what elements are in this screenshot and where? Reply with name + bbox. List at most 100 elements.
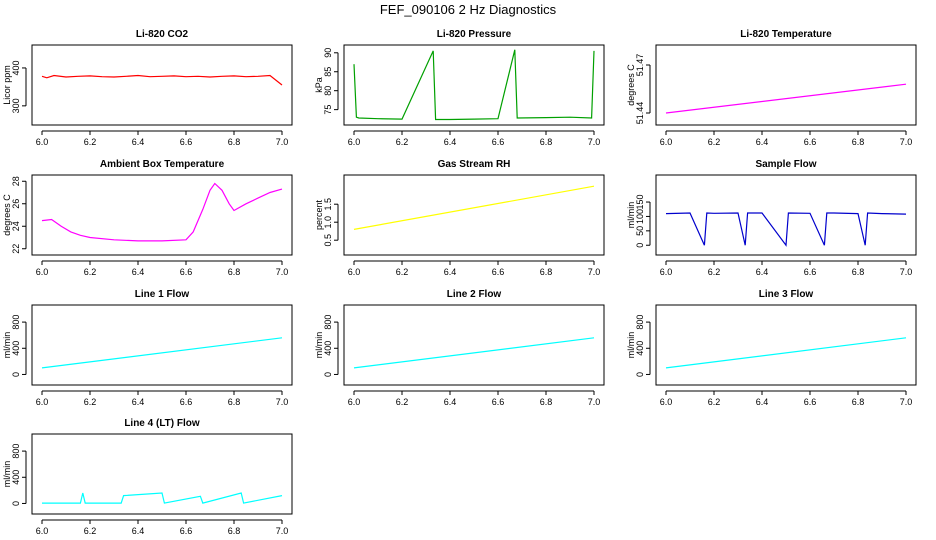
line-4-lt-flow-y-tick-label: 0 bbox=[11, 501, 21, 506]
sample-flow-y-tick-label: 0 bbox=[635, 243, 645, 248]
line-2-flow-x-tick-label: 6.0 bbox=[348, 397, 361, 407]
line-4-lt-flow-title: Line 4 (LT) Flow bbox=[124, 418, 200, 429]
sample-flow-x-tick-label: 6.6 bbox=[804, 267, 817, 277]
line-2-flow-y-tick-label: 400 bbox=[323, 341, 333, 356]
line-1-flow-x-tick-label: 6.0 bbox=[36, 397, 49, 407]
ambient-box-temperature-title: Ambient Box Temperature bbox=[100, 159, 225, 170]
li-820-co2-y-tick-label: 300 bbox=[11, 98, 21, 113]
gas-stream-rh-x-tick-label: 6.6 bbox=[492, 267, 505, 277]
line-3-flow-plot-frame bbox=[655, 304, 917, 386]
line-1-flow-x-tick-label: 7.0 bbox=[276, 397, 289, 407]
li-820-co2-series-line bbox=[41, 74, 283, 86]
line-4-lt-flow-x-tick-label: 6.6 bbox=[180, 526, 193, 536]
line-4-lt-flow-x-tick-label: 6.4 bbox=[132, 526, 145, 536]
li-820-pressure-x-tick-label: 6.6 bbox=[492, 137, 505, 147]
ambient-box-temperature-y-tick-label: 24 bbox=[11, 221, 21, 231]
panel-sample-flow: Sample Flow 6.0 6.2 6.4 6.6 6.8 7.0 0 50 100150ml… bbox=[626, 159, 917, 277]
li-820-pressure-plot-frame bbox=[343, 44, 605, 126]
li-820-temperature-x-tick-label: 7.0 bbox=[900, 137, 913, 147]
ambient-box-temperature-x-tick-label: 6.6 bbox=[180, 267, 193, 277]
line-3-flow-y-tick-label: 0 bbox=[635, 372, 645, 377]
li-820-co2-y-axis-label: Licor ppm bbox=[2, 65, 12, 105]
ambient-box-temperature-x-tick-label: 6.0 bbox=[36, 267, 49, 277]
gas-stream-rh-x-tick-label: 6.0 bbox=[348, 267, 361, 277]
sample-flow-x-tick-label: 6.8 bbox=[852, 267, 865, 277]
gas-stream-rh-x-tick-label: 6.2 bbox=[396, 267, 409, 277]
sample-flow-y-tick-label: 50 bbox=[635, 226, 645, 236]
line-3-flow-x-tick-label: 6.8 bbox=[852, 397, 865, 407]
li-820-pressure-y-axis-label: kPa bbox=[314, 77, 324, 93]
li-820-pressure-x-tick-label: 6.8 bbox=[540, 137, 553, 147]
li-820-temperature-series-line bbox=[665, 83, 907, 114]
line-1-flow-y-tick-label: 800 bbox=[11, 315, 21, 330]
line-2-flow-title: Line 2 Flow bbox=[447, 289, 502, 300]
panel-li-820-pressure: Li-820 Pressure 6.0 6.2 6.4 6.6 6.8 7.0 75 80 85 9… bbox=[314, 29, 605, 147]
li-820-co2-plot-frame bbox=[31, 44, 293, 126]
line-1-flow-y-tick-label: 400 bbox=[11, 341, 21, 356]
line-2-flow-x-tick-label: 6.4 bbox=[444, 397, 457, 407]
line-2-flow-x-tick-label: 7.0 bbox=[588, 397, 601, 407]
panel-li-820-temperature: Li-820 Temperature 6.0 6.2 6.4 6.6 6.8 7.0 51.4… bbox=[626, 29, 917, 147]
li-820-pressure-y-tick-label: 85 bbox=[323, 67, 333, 77]
ambient-box-temperature-x-tick-label: 6.8 bbox=[228, 267, 241, 277]
sample-flow-y-tick-label: 100 bbox=[635, 209, 645, 224]
gas-stream-rh-series-line bbox=[353, 185, 595, 230]
line-2-flow-y-tick-label: 800 bbox=[323, 315, 333, 330]
line-3-flow-y-tick-label: 400 bbox=[635, 341, 645, 356]
panel-li-820-co2: Li-820 CO2 6.0 6.2 6.4 6.6 6.8 7.0 300 400Licor … bbox=[2, 29, 293, 147]
gas-stream-rh-x-tick-label: 7.0 bbox=[588, 267, 601, 277]
li-820-co2-x-tick-label: 6.0 bbox=[36, 137, 49, 147]
line-4-lt-flow-series-line bbox=[42, 492, 283, 504]
li-820-temperature-y-tick-label: 51.47 bbox=[635, 54, 645, 77]
panel-line-1-flow: Line 1 Flow 6.0 6.2 6.4 6.6 6.8 7.0 0 400 800 ml/m… bbox=[2, 289, 293, 407]
li-820-temperature-x-tick-label: 6.8 bbox=[852, 137, 865, 147]
ambient-box-temperature-y-axis-label: degrees C bbox=[2, 194, 12, 236]
panel-line-3-flow: Line 3 Flow 6.0 6.2 6.4 6.6 6.8 7.0 0 400 800 ml/m… bbox=[626, 289, 917, 407]
li-820-pressure-y-tick-label: 75 bbox=[323, 105, 333, 115]
line-3-flow-series-line bbox=[665, 337, 907, 369]
li-820-temperature-x-tick-label: 6.2 bbox=[708, 137, 721, 147]
li-820-co2-x-tick-label: 7.0 bbox=[276, 137, 289, 147]
line-1-flow-title: Line 1 Flow bbox=[135, 289, 190, 300]
line-2-flow-y-tick-label: 0 bbox=[323, 372, 333, 377]
line-4-lt-flow-y-axis-label: ml/min bbox=[2, 461, 12, 488]
li-820-pressure-x-tick-label: 7.0 bbox=[588, 137, 601, 147]
ambient-box-temperature-series-line bbox=[41, 182, 283, 242]
li-820-co2-x-tick-label: 6.4 bbox=[132, 137, 145, 147]
line-1-flow-x-tick-label: 6.8 bbox=[228, 397, 241, 407]
li-820-temperature-x-tick-label: 6.6 bbox=[804, 137, 817, 147]
line-3-flow-x-tick-label: 6.0 bbox=[660, 397, 673, 407]
ambient-box-temperature-plot-frame bbox=[31, 174, 293, 256]
ambient-box-temperature-y-tick-label: 22 bbox=[11, 244, 21, 254]
line-1-flow-x-tick-label: 6.6 bbox=[180, 397, 193, 407]
panel-line-4-lt-flow: Line 4 (LT) Flow 6.0 6.2 6.4 6.6 6.8 7.0 0 400 80… bbox=[2, 418, 293, 536]
line-2-flow-x-tick-label: 6.2 bbox=[396, 397, 409, 407]
line-4-lt-flow-y-tick-label: 800 bbox=[11, 444, 21, 459]
line-4-lt-flow-x-tick-label: 6.2 bbox=[84, 526, 97, 536]
li-820-pressure-x-tick-label: 6.4 bbox=[444, 137, 457, 147]
li-820-temperature-y-axis-label: degrees C bbox=[626, 64, 636, 106]
ambient-box-temperature-y-tick-label: 26 bbox=[11, 199, 21, 209]
ambient-box-temperature-x-tick-label: 7.0 bbox=[276, 267, 289, 277]
gas-stream-rh-y-tick-label: 0.5 bbox=[323, 234, 333, 247]
li-820-co2-x-tick-label: 6.8 bbox=[228, 137, 241, 147]
sample-flow-y-tick-label: 150 bbox=[635, 195, 645, 210]
gas-stream-rh-title: Gas Stream RH bbox=[438, 159, 511, 170]
line-2-flow-series-line bbox=[353, 337, 595, 369]
sample-flow-series-line bbox=[665, 212, 907, 247]
li-820-co2-y-tick-label: 400 bbox=[11, 60, 21, 75]
gas-stream-rh-x-tick-label: 6.8 bbox=[540, 267, 553, 277]
line-2-flow-x-tick-label: 6.8 bbox=[540, 397, 553, 407]
figure-title: FEF_090106 2 Hz Diagnostics bbox=[380, 2, 557, 17]
line-2-flow-y-axis-label: ml/min bbox=[314, 332, 324, 359]
li-820-pressure-series-line bbox=[353, 49, 595, 121]
panel-gas-stream-rh: Gas Stream RH 6.0 6.2 6.4 6.6 6.8 7.0 0.5 1.0 1.5… bbox=[314, 159, 605, 277]
line-4-lt-flow-x-tick-label: 6.0 bbox=[36, 526, 49, 536]
sample-flow-x-tick-label: 6.4 bbox=[756, 267, 769, 277]
gas-stream-rh-plot-frame bbox=[343, 174, 605, 256]
line-4-lt-flow-plot-frame bbox=[31, 433, 293, 515]
line-4-lt-flow-x-tick-label: 6.8 bbox=[228, 526, 241, 536]
sample-flow-x-tick-label: 7.0 bbox=[900, 267, 913, 277]
